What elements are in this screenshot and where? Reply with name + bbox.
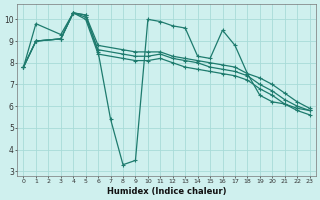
X-axis label: Humidex (Indice chaleur): Humidex (Indice chaleur) xyxy=(107,187,226,196)
